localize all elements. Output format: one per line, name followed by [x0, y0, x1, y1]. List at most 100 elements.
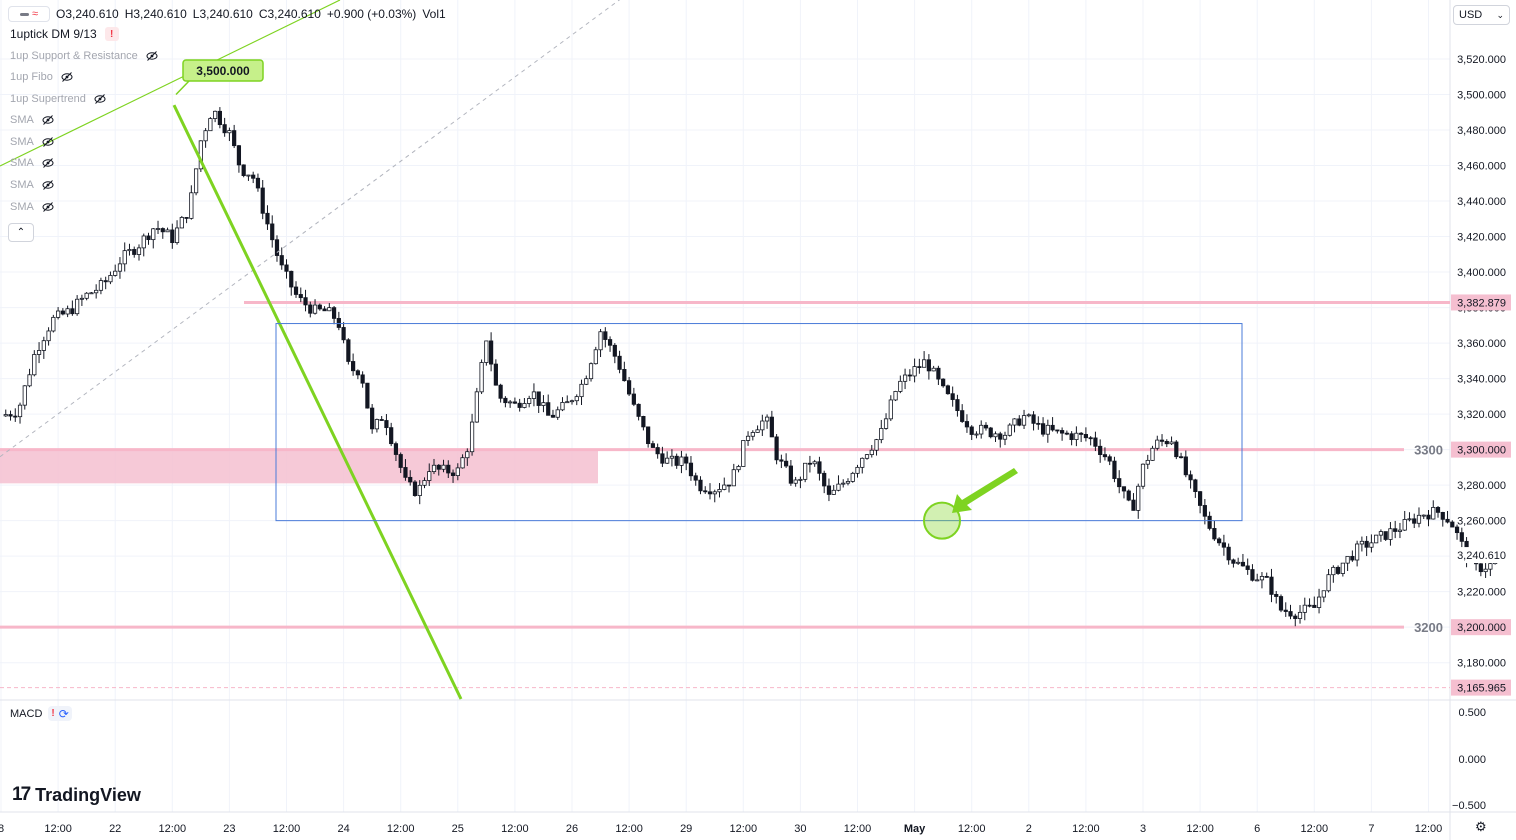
callout-box[interactable] [182, 59, 264, 82]
refresh-icon[interactable]: ⟳ [58, 706, 69, 721]
candle-body [384, 420, 389, 429]
macd-axis: 0.500 0.000 −0.500 [1452, 707, 1486, 812]
candle-body [1383, 531, 1388, 540]
price-badge[interactable] [1451, 294, 1511, 311]
price-badge[interactable] [1451, 619, 1511, 636]
indicator-item[interactable]: SMA [10, 114, 54, 126]
drawings[interactable]: 3,500.000 3300 3200 [0, 0, 1443, 700]
indicator-item[interactable]: 1up Supertrend [10, 93, 106, 105]
eye-hidden-icon[interactable] [42, 114, 54, 126]
candle-body [484, 340, 489, 363]
arrow-marker[interactable] [952, 468, 1018, 513]
time-tick-label: 25 [452, 823, 464, 835]
candle-body [517, 402, 522, 408]
candle-body [8, 414, 13, 417]
candle-body [41, 340, 46, 351]
candle-body [1397, 529, 1403, 532]
candle-body [1069, 433, 1074, 440]
candle-body [955, 399, 960, 412]
candle-body [465, 451, 470, 459]
chevron-down-icon: ⌄ [1496, 9, 1504, 20]
candle-body [636, 403, 641, 417]
time-tick-label: 12:00 [730, 823, 758, 835]
candle-body [1121, 486, 1127, 492]
callout-pointer [175, 79, 191, 96]
candle-body [455, 467, 460, 477]
candle-body [1026, 414, 1031, 417]
time-tick-label: 12:00 [44, 823, 72, 835]
upper-trend-line[interactable] [0, 0, 341, 167]
range-box[interactable] [275, 323, 1243, 522]
time-axis[interactable]: 8 12:00 22 12:00 23 12:00 24 12:00 25 12:00 26 12:0… [0, 823, 1442, 835]
eye-hidden-icon[interactable] [42, 179, 54, 191]
ohlc-change: +0.900 (+0.03%) [326, 7, 417, 21]
time-tick-label: 3 [1140, 823, 1146, 835]
indicator-item[interactable]: 1up Support & Resistance [10, 50, 158, 62]
indicator-item[interactable]: SMA [10, 179, 54, 191]
candle-body [450, 472, 456, 477]
candle-body [1088, 437, 1093, 440]
candle-body [1207, 515, 1212, 529]
candle-body [964, 421, 970, 428]
eye-hidden-icon[interactable] [42, 201, 54, 213]
candle-body [289, 270, 294, 288]
symbol-toggle-button[interactable]: ≈ [8, 6, 50, 22]
collapse-legend-button[interactable]: ⌃ [8, 223, 34, 242]
candle-body [1178, 456, 1184, 459]
candle-body [607, 339, 613, 346]
macd-status[interactable]: ! ⟳ [48, 706, 72, 721]
candle-body [736, 466, 741, 471]
macd-legend[interactable]: MACD ! ⟳ [10, 706, 72, 721]
candle-body [65, 308, 70, 315]
eye-hidden-icon[interactable] [61, 71, 73, 83]
candle-body [874, 439, 879, 451]
warning-icon[interactable]: ! [104, 27, 119, 41]
candle-body [888, 399, 893, 420]
candle-body [983, 424, 989, 429]
candle-body [779, 459, 784, 462]
candle-body [1345, 555, 1350, 564]
price-badge-current[interactable] [1451, 547, 1511, 564]
price-badge[interactable] [1451, 441, 1511, 458]
indicator-item[interactable]: SMA [10, 201, 54, 213]
eye-hidden-icon[interactable] [42, 157, 54, 169]
settings-gear-icon[interactable]: ⚙ [1475, 819, 1487, 834]
eye-hidden-icon[interactable] [94, 93, 106, 105]
indicator-item[interactable]: 1up Fibo [10, 71, 73, 83]
candle-body [79, 297, 84, 300]
indicator-item[interactable]: SMA [10, 136, 54, 148]
eye-hidden-icon[interactable] [146, 50, 158, 62]
candle-body [75, 298, 80, 315]
downtrend-line[interactable] [172, 104, 463, 700]
price-badge-label: 3,165.965 [1457, 683, 1506, 695]
highlight-circle[interactable] [923, 501, 961, 540]
macd-tick-label: 0.500 [1458, 707, 1486, 719]
candle-body [898, 380, 903, 392]
tradingview-logo[interactable]: 17 TradingView [12, 784, 141, 806]
eye-hidden-icon[interactable] [42, 136, 54, 148]
candle-body [784, 460, 789, 467]
currency-select[interactable]: USD ⌄ [1453, 5, 1510, 25]
indicator-item[interactable]: SMA [10, 157, 54, 169]
price-axis[interactable]: 3,520.000 3,500.000 3,480.000 3,460.000 3,44… [1451, 54, 1511, 696]
candle-body [27, 374, 32, 387]
candle-body [1107, 456, 1112, 462]
candle-body [60, 310, 65, 315]
candle-body [641, 416, 646, 428]
candle-body [1221, 542, 1226, 548]
candle-body [132, 249, 137, 255]
candle-body [926, 359, 931, 372]
candle-body [722, 484, 727, 490]
candle-body [1136, 485, 1141, 511]
candle-body [731, 469, 736, 487]
indicator-1uptick[interactable]: 1uptick DM 9/13 ! [10, 27, 119, 41]
dashed-trend-line[interactable] [0, 0, 622, 458]
candle-body [1188, 474, 1193, 481]
candle-body [469, 421, 475, 453]
price-badge[interactable] [1451, 679, 1511, 696]
candle-body [665, 457, 670, 464]
indicator-label: SMA [10, 136, 34, 148]
candle-body [1335, 566, 1341, 574]
candle-body [793, 479, 798, 484]
